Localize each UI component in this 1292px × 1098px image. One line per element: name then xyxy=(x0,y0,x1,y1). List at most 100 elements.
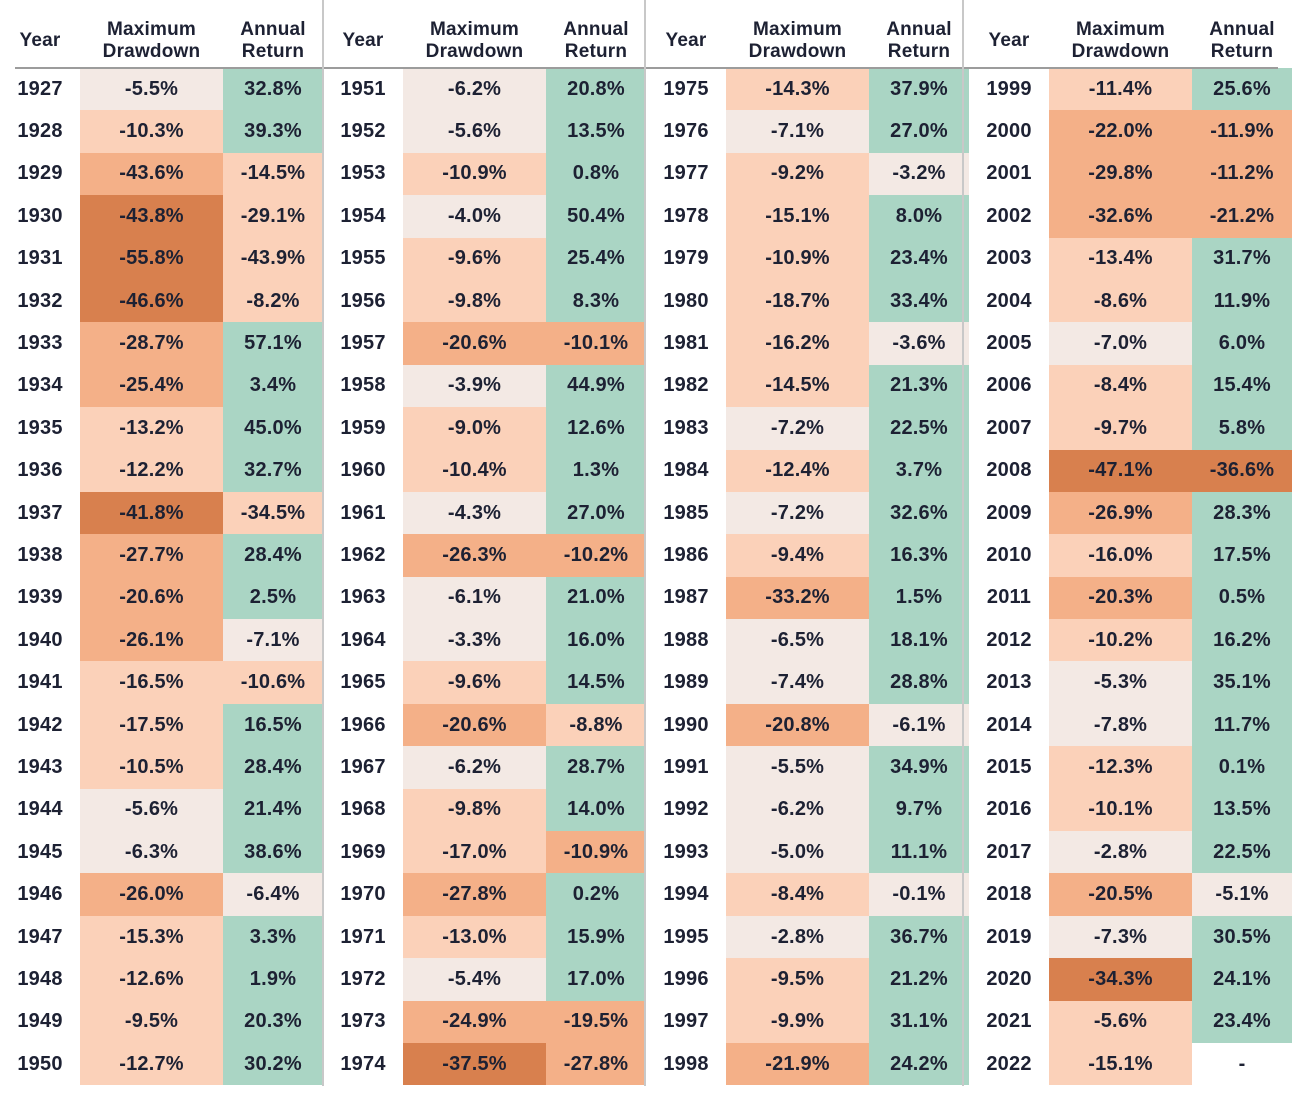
year-cell: 1990 xyxy=(646,703,726,747)
table-row: 2017 -2.8% 22.5% xyxy=(969,831,1292,874)
group-rows: 1999 -11.4% 25.6% 2000 -22.0% -11.9% 2001 -29.8… xyxy=(969,68,1292,1086)
group-divider xyxy=(644,0,646,1086)
year-cell: 1983 xyxy=(646,407,726,450)
table-row: 2006 -8.4% 15.4% xyxy=(969,364,1292,408)
year-cell: 1977 xyxy=(646,152,726,196)
table-row: 1965 -9.6% 14.5% xyxy=(323,661,646,704)
drawdown-cell: -12.4% xyxy=(726,449,869,492)
drawdown-cell: -13.4% xyxy=(1049,237,1192,280)
header-divider xyxy=(15,67,1278,69)
table-row: 1983 -7.2% 22.5% xyxy=(646,407,969,450)
drawdown-cell: -29.8% xyxy=(1049,152,1192,196)
col-header-year: Year xyxy=(988,29,1030,51)
drawdown-cell: -6.2% xyxy=(403,68,546,111)
table-row: 1961 -4.3% 27.0% xyxy=(323,491,646,535)
year-cell: 1937 xyxy=(0,491,80,535)
year-cell: 1992 xyxy=(646,788,726,832)
table-row: 1977 -9.2% -3.2% xyxy=(646,152,969,196)
table-row: 1962 -26.3% -10.2% xyxy=(323,534,646,577)
return-cell: -3.6% xyxy=(869,322,969,365)
group-header: Year Maximum Drawdown Annual Return xyxy=(969,0,1292,68)
drawdown-cell: -9.0% xyxy=(403,407,546,450)
return-cell: 11.7% xyxy=(1192,703,1292,747)
return-cell: 3.3% xyxy=(223,915,323,959)
return-cell: 33.4% xyxy=(869,279,969,323)
table-row: 1955 -9.6% 25.4% xyxy=(323,237,646,280)
drawdown-cell: -37.5% xyxy=(403,1042,546,1086)
year-cell: 1997 xyxy=(646,1000,726,1043)
year-cell: 1972 xyxy=(323,958,403,1001)
year-cell: 1998 xyxy=(646,1042,726,1086)
table-row: 2020 -34.3% 24.1% xyxy=(969,958,1292,1001)
year-cell: 1941 xyxy=(0,661,80,704)
drawdown-cell: -5.4% xyxy=(403,958,546,1001)
return-cell: -10.6% xyxy=(223,661,323,704)
year-cell: 1940 xyxy=(0,619,80,662)
table-row: 2012 -10.2% 16.2% xyxy=(969,619,1292,662)
table-row: 1958 -3.9% 44.9% xyxy=(323,364,646,408)
drawdown-cell: -13.2% xyxy=(80,407,223,450)
year-cell: 2017 xyxy=(969,831,1049,874)
year-cell: 1948 xyxy=(0,958,80,1001)
table-row: 1979 -10.9% 23.4% xyxy=(646,237,969,280)
year-cell: 1974 xyxy=(323,1042,403,1086)
return-cell: 0.2% xyxy=(546,873,646,916)
drawdown-cell: -7.8% xyxy=(1049,703,1192,747)
year-cell: 1967 xyxy=(323,746,403,789)
year-cell: 1936 xyxy=(0,449,80,492)
col-header-year: Year xyxy=(19,29,61,51)
return-cell: -21.2% xyxy=(1192,195,1292,238)
table-row: 2007 -9.7% 5.8% xyxy=(969,407,1292,450)
year-cell: 1961 xyxy=(323,491,403,535)
drawdown-cell: -9.7% xyxy=(1049,407,1192,450)
drawdown-cell: -20.8% xyxy=(726,703,869,747)
drawdown-cell: -5.3% xyxy=(1049,661,1192,704)
drawdown-cell: -3.9% xyxy=(403,364,546,408)
table-row: 1999 -11.4% 25.6% xyxy=(969,68,1292,111)
return-cell: 30.2% xyxy=(223,1042,323,1086)
drawdown-cell: -43.6% xyxy=(80,152,223,196)
table-row: 2010 -16.0% 17.5% xyxy=(969,534,1292,577)
col-header-annual-return: Annual Return xyxy=(886,18,952,62)
year-cell: 1982 xyxy=(646,364,726,408)
year-cell: 2020 xyxy=(969,958,1049,1001)
table-row: 1937 -41.8% -34.5% xyxy=(0,491,323,535)
drawdown-cell: -14.5% xyxy=(726,364,869,408)
table-row: 1960 -10.4% 1.3% xyxy=(323,449,646,492)
drawdown-cell: -8.4% xyxy=(726,873,869,916)
table-row: 2011 -20.3% 0.5% xyxy=(969,576,1292,620)
drawdown-cell: -12.3% xyxy=(1049,746,1192,789)
year-cell: 2005 xyxy=(969,322,1049,365)
table-row: 1976 -7.1% 27.0% xyxy=(646,110,969,153)
return-cell: 1.5% xyxy=(869,576,969,620)
year-cell: 2011 xyxy=(969,576,1049,620)
year-cell: 2006 xyxy=(969,364,1049,408)
return-cell: 20.8% xyxy=(546,68,646,111)
table-row: 2015 -12.3% 0.1% xyxy=(969,746,1292,789)
drawdown-cell: -8.6% xyxy=(1049,279,1192,323)
return-cell: 17.5% xyxy=(1192,534,1292,577)
drawdown-cell: -9.9% xyxy=(726,1000,869,1043)
return-cell: 27.0% xyxy=(869,110,969,153)
col-header-annual-return: Annual Return xyxy=(240,18,306,62)
return-cell: -3.2% xyxy=(869,152,969,196)
year-cell: 1931 xyxy=(0,237,80,280)
return-cell: 30.5% xyxy=(1192,915,1292,959)
table-row: 1933 -28.7% 57.1% xyxy=(0,322,323,365)
table-row: 1953 -10.9% 0.8% xyxy=(323,152,646,196)
year-cell: 1932 xyxy=(0,279,80,323)
drawdown-cell: -47.1% xyxy=(1049,449,1192,492)
table-row: 1938 -27.7% 28.4% xyxy=(0,534,323,577)
col-header-year: Year xyxy=(342,29,384,51)
year-cell: 1971 xyxy=(323,915,403,959)
return-cell: 39.3% xyxy=(223,110,323,153)
drawdown-cell: -10.3% xyxy=(80,110,223,153)
return-cell: 28.8% xyxy=(869,661,969,704)
return-cell: 6.0% xyxy=(1192,322,1292,365)
year-cell: 1959 xyxy=(323,407,403,450)
drawdown-cell: -17.0% xyxy=(403,831,546,874)
year-cell: 1946 xyxy=(0,873,80,916)
year-cell: 1933 xyxy=(0,322,80,365)
table-row: 1984 -12.4% 3.7% xyxy=(646,449,969,492)
